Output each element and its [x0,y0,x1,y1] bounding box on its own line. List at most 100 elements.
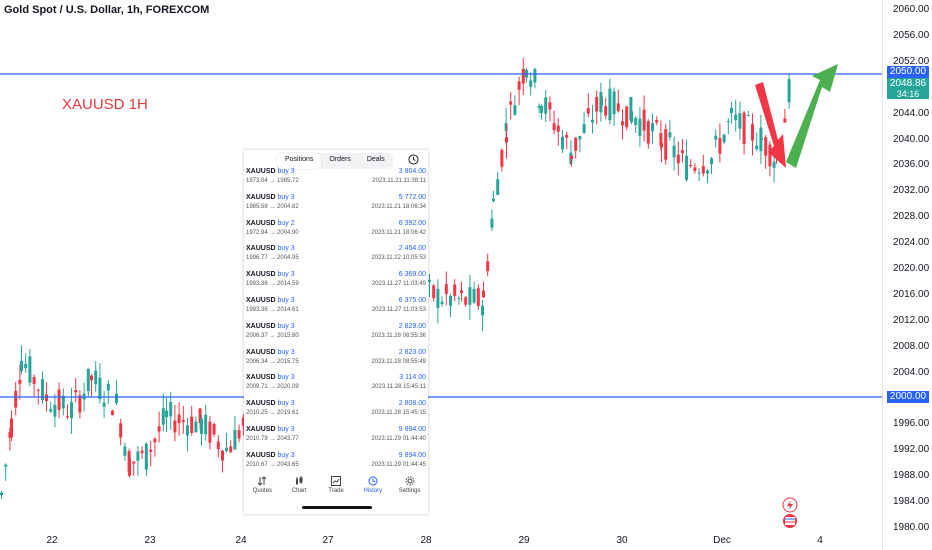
candle-body [468,287,472,305]
candle-body [651,123,654,132]
deal-row[interactable]: XAUUSD buy 2 6 392.00 1972.94 → 2004.90 202… [246,219,426,245]
trade-history-panel: Positions Orders Deals XAUUSD buy 3 3 804… [244,150,428,514]
candle-body [540,106,543,113]
y-tick-label: 2012.00 [893,314,930,326]
deal-profit: 3 804.00 [398,168,426,175]
candle-body [693,167,697,171]
deal-row[interactable]: XAUUSD buy 3 3 114.00 2009.71 → 2020.09 202… [246,373,426,399]
x-tick-label: Dec [713,535,731,546]
deal-symbol: XAUUSD buy 2 [246,219,295,227]
candle-body [582,123,586,133]
x-tick-label: 29 [518,535,530,546]
candle-body [106,383,110,391]
candle-body [513,105,517,115]
candle-body [490,218,494,228]
y-tick-label: 2036.00 [893,159,930,171]
candle-body [237,430,241,439]
flash-icon[interactable] [782,497,798,513]
deal-symbol: XAUUSD buy 3 [246,297,295,304]
candle-body [78,395,82,413]
candle-body [194,421,198,433]
deal-time: 2023.11.28 08:55:49 [371,358,426,365]
candle-body [492,198,495,202]
deal-direction: buy 3 [277,322,295,330]
y-tick-label: 2044.00 [893,107,930,119]
deal-row[interactable]: XAUUSD buy 3 5 772.00 1985.58 → 2004.82 202… [246,193,426,219]
candle-body [570,155,573,160]
candle-body [225,447,228,451]
x-tick-label: 23 [144,535,156,546]
candle-body [169,402,173,417]
candle-body [8,432,12,438]
deal-symbol: XAUUSD buy 3 [246,348,295,356]
candle-body [642,109,646,131]
candle-body [664,129,668,160]
deal-direction: buy 3 [277,271,295,279]
trend-icon [330,476,341,486]
deal-profit: 5 772.00 [398,193,426,201]
deal-direction: buy 3 [277,193,295,201]
nav-trade[interactable]: Trade [318,474,354,500]
candle-body [70,402,73,419]
candle-body [204,414,208,435]
deal-row[interactable]: XAUUSD buy 3 9 894.00 2010.67 → 2043.65 202… [246,451,426,477]
candle-body [57,389,61,410]
deal-prices: 1993.36 → 2014.59 [246,281,299,288]
deal-prices: 2010.25 → 2019.61 [246,410,299,417]
flag-icon[interactable] [783,514,797,528]
candle-body [157,426,161,432]
home-indicator [302,506,372,509]
candle-body [591,119,594,123]
deal-row[interactable]: XAUUSD buy 3 2 823.00 2006.34 → 2015.75 202… [246,348,426,374]
x-tick-label: 4 [817,535,823,546]
deal-row[interactable]: XAUUSD buy 3 6 375.00 1993.36 → 2014.61 202… [246,296,426,322]
y-tick-label: 1988.00 [893,470,930,482]
candle-body [66,416,69,418]
deal-profit: 6 375.00 [398,297,426,304]
candle-body [521,68,525,84]
deal-direction: buy 3 [277,348,295,356]
candle-body [676,154,680,164]
candle-body [630,111,633,123]
candle-body [123,446,127,456]
candle-body [428,279,431,282]
deal-row[interactable]: XAUUSD buy 3 9 894.00 2010.79 → 2043.77 202… [246,425,426,451]
nav-settings[interactable]: Settings [392,474,428,500]
nav-chart[interactable]: Chart [281,474,317,500]
candle-body [128,458,131,476]
tab-deals[interactable]: Deals [366,156,385,163]
deal-row[interactable]: XAUUSD buy 3 3 804.00 1973.04 → 1985.72 202… [246,167,426,193]
tab-orders[interactable]: Orders [329,156,351,163]
candle-body [208,421,212,443]
candle-body [746,115,750,117]
tab-positions[interactable]: Positions [277,153,322,169]
deal-time: 2023.11.21 11:38:11 [372,178,426,184]
candle-body [111,410,114,416]
deal-row[interactable]: XAUUSD buy 3 6 369.00 1993.36 → 2014.59 202… [246,270,426,296]
y-tick-label: 2020.00 [893,263,930,274]
nav-history[interactable]: History [355,474,391,500]
deal-row[interactable]: XAUUSD buy 3 2 808.00 2010.25 → 2019.61 202… [246,399,426,425]
candle-body [768,144,772,167]
candle-body [760,138,763,141]
nav-quotes[interactable]: Quotes [244,474,280,500]
candle-body [216,441,220,450]
deal-time: 2023.11.28 15:45:11 [371,384,426,391]
price-tag-2000: 2000.00 [887,391,929,403]
candle-body [436,288,440,308]
candle-body [198,408,202,423]
candle-body [115,393,118,404]
deal-row[interactable]: XAUUSD buy 3 2 829.00 2006.37 → 2015.80 202… [246,322,426,348]
candle-body [556,125,560,132]
candle-body [586,108,590,114]
candle-body [755,145,759,150]
candle-body [440,301,444,305]
deal-direction: buy 2 [277,219,295,227]
candle-body [772,161,776,168]
deal-prices: 2010.79 → 2043.77 [246,436,299,442]
deal-row[interactable]: XAUUSD buy 3 2 454.00 1996.77 → 2004.95 202… [246,244,426,270]
candle-body [764,137,768,156]
clock-icon[interactable] [408,154,419,165]
